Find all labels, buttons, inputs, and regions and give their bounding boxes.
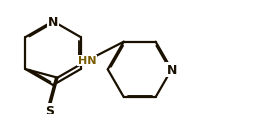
Text: N: N [48, 16, 58, 28]
Text: S: S [45, 104, 54, 114]
Text: N: N [166, 63, 177, 76]
Text: HN: HN [78, 56, 97, 66]
